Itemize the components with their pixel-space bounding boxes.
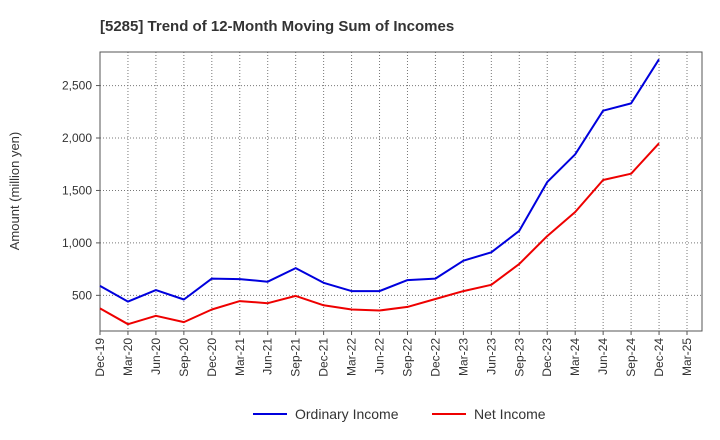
x-tick-label: Jun-22 <box>373 338 387 375</box>
x-tick-label: Dec-20 <box>205 338 219 377</box>
x-tick-label: Sep-20 <box>177 338 191 377</box>
x-tick-label: Dec-19 <box>93 338 107 377</box>
x-tick-label: Mar-23 <box>456 338 470 376</box>
x-tick-label: Mar-22 <box>345 338 359 376</box>
y-tick-labels: 500 1,000 1,500 2,000 2,500 <box>62 79 100 302</box>
x-tick-label: Jun-23 <box>484 338 498 375</box>
y-tick-label: 2,000 <box>62 131 92 145</box>
legend: Ordinary Income Net Income <box>253 406 546 422</box>
x-tick-label: Mar-20 <box>121 338 135 376</box>
series-layer <box>99 58 660 326</box>
x-tick-label: Dec-23 <box>540 338 554 377</box>
legend-label-net-income: Net Income <box>474 406 546 422</box>
x-tick-label: Sep-22 <box>400 338 414 377</box>
x-tick-label: Jun-21 <box>261 338 275 375</box>
x-tick-label: Sep-23 <box>512 338 526 377</box>
legend-label-ordinary-income: Ordinary Income <box>295 406 399 422</box>
x-tick-label: Sep-21 <box>289 338 303 377</box>
y-tick-label: 500 <box>72 288 92 302</box>
y-tick-label: 1,000 <box>62 236 92 250</box>
x-tick-label: Dec-22 <box>428 338 442 377</box>
x-tick-label: Mar-25 <box>680 338 694 376</box>
x-tick-label: Dec-24 <box>652 338 666 377</box>
series-line-net-income <box>99 142 660 326</box>
series-line-ordinary-income <box>99 58 660 303</box>
x-tick-label: Dec-21 <box>317 338 331 377</box>
x-tick-label: Jun-20 <box>149 338 163 375</box>
x-tick-label: Mar-24 <box>568 338 582 376</box>
plot-frame <box>99 51 703 332</box>
x-tick-label: Sep-24 <box>624 338 638 377</box>
y-tick-label: 1,500 <box>62 183 92 197</box>
y-tick-label: 2,500 <box>62 79 92 93</box>
x-tick-label: Jun-24 <box>596 338 610 375</box>
chart-title: [5285] Trend of 12-Month Moving Sum of I… <box>100 18 454 35</box>
y-axis-label: Amount (million yen) <box>7 132 22 251</box>
x-tick-labels: Dec-19 Mar-20 Jun-20 Sep-20 Dec-20 Mar-21 Jun-… <box>93 331 694 377</box>
x-tick-label: Mar-21 <box>233 338 247 376</box>
grid-layer <box>100 52 702 331</box>
